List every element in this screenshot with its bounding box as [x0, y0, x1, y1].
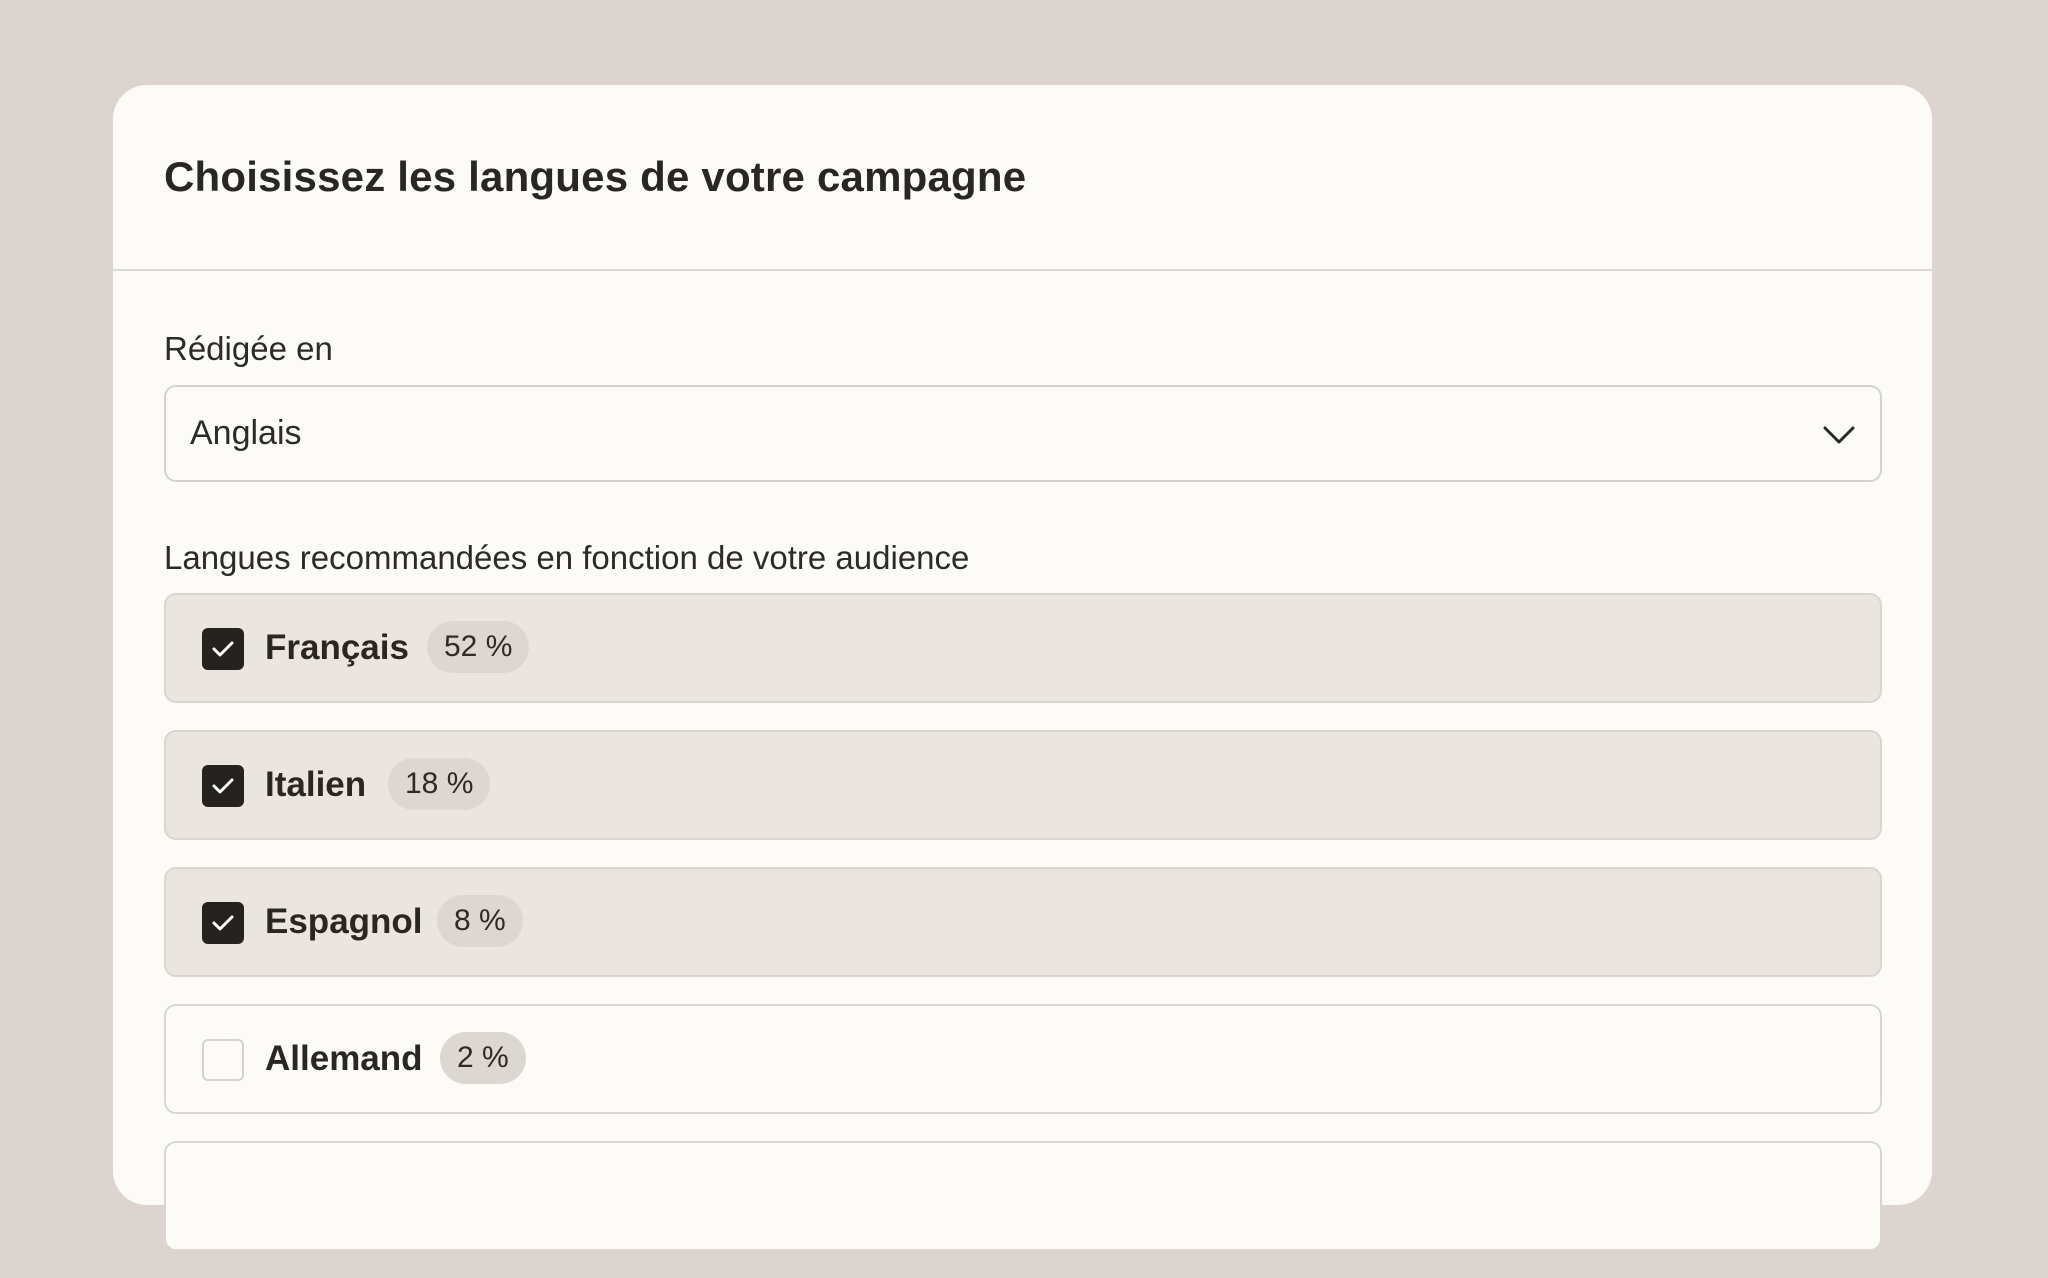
checkmark-icon: [212, 915, 234, 931]
written-in-selected-value: Anglais: [190, 414, 302, 452]
written-in-label: Rédigée en: [164, 330, 333, 367]
language-option-italian[interactable]: Italien 18 %: [164, 730, 1882, 840]
language-option-next[interactable]: [164, 1141, 1882, 1251]
language-name: Espagnol: [265, 902, 423, 941]
spanish-checkbox[interactable]: [202, 902, 244, 944]
language-option-german[interactable]: Allemand 2 %: [164, 1004, 1882, 1114]
written-in-select[interactable]: Anglais: [164, 385, 1882, 482]
recommended-languages-list: Français 52 % Italien 18 % Espagnol 8 % …: [164, 593, 1882, 1278]
french-checkbox[interactable]: [202, 628, 244, 670]
language-name: Allemand: [265, 1039, 423, 1078]
language-option-french[interactable]: Français 52 %: [164, 593, 1882, 703]
chevron-down-icon: [1823, 426, 1855, 444]
language-name: Français: [265, 628, 409, 667]
card-header: Choisissez les langues de votre campagne: [113, 85, 1932, 271]
language-name: Italien: [265, 765, 367, 804]
recommended-languages-label: Langues recommandées en fonction de votr…: [164, 539, 970, 576]
german-checkbox[interactable]: [202, 1039, 244, 1081]
language-option-spanish[interactable]: Espagnol 8 %: [164, 867, 1882, 977]
checkmark-icon: [212, 778, 234, 794]
audience-percent-badge: 18 %: [388, 758, 491, 810]
audience-percent-badge: 52 %: [427, 621, 530, 673]
audience-percent-badge: 8 %: [437, 895, 523, 947]
audience-percent-badge: 2 %: [440, 1032, 526, 1084]
page-title: Choisissez les langues de votre campagne: [164, 153, 1027, 200]
checkmark-icon: [212, 641, 234, 657]
italian-checkbox[interactable]: [202, 765, 244, 807]
